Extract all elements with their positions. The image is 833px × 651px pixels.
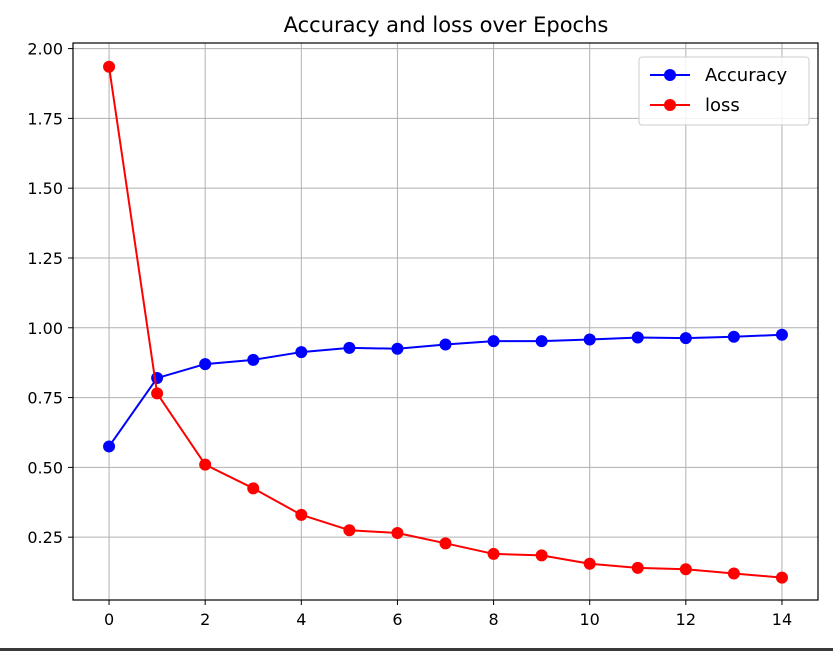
chart-title: Accuracy and loss over Epochs: [284, 13, 609, 37]
legend: Accuracy loss: [638, 56, 810, 126]
data-point-loss: [583, 557, 596, 570]
data-point-loss: [151, 387, 164, 400]
data-point-loss: [199, 458, 212, 471]
data-point-loss: [535, 549, 548, 562]
data-point-accuracy: [583, 333, 596, 346]
data-point-accuracy: [775, 328, 788, 341]
data-point-loss: [775, 571, 788, 584]
y-tick-label: 1.25: [27, 249, 63, 268]
plot-frame: [72, 42, 819, 601]
x-tick-label: 12: [676, 610, 696, 629]
data-point-accuracy: [343, 341, 356, 354]
data-point-accuracy: [439, 338, 452, 351]
data-point-accuracy: [631, 331, 644, 344]
data-point-accuracy: [535, 335, 548, 348]
x-tick-label: 8: [488, 610, 498, 629]
y-tick-label: 1.75: [27, 109, 63, 128]
data-point-accuracy: [727, 330, 740, 343]
axis-ticks: 0 2 4 6 8 10 12 14 0.25 0.50 0.75 1.00 1.25 1.50 1.75 2…: [27, 40, 792, 629]
y-tick-label: 0.75: [27, 389, 63, 408]
data-point-loss: [487, 547, 500, 560]
data-point-loss: [247, 482, 260, 495]
data-point-accuracy: [679, 332, 692, 345]
data-point-loss: [391, 526, 404, 539]
data-point-accuracy: [487, 335, 500, 348]
legend-marker-loss: [664, 99, 676, 111]
y-tick-label: 0.50: [27, 458, 63, 477]
x-tick-label: 4: [296, 610, 306, 629]
data-point-accuracy: [199, 358, 212, 371]
data-point-accuracy: [391, 342, 404, 355]
data-point-accuracy: [247, 353, 260, 366]
data-point-loss: [295, 508, 308, 521]
x-tick-label: 14: [772, 610, 792, 629]
data-point-loss: [103, 60, 116, 73]
data-point-loss: [631, 561, 644, 574]
data-point-accuracy: [151, 372, 164, 385]
series-layer: [103, 60, 788, 584]
data-point-loss: [439, 537, 452, 550]
data-point-loss: [727, 567, 740, 580]
legend-marker-accuracy: [664, 69, 676, 81]
data-point-accuracy: [103, 440, 116, 453]
data-point-loss: [679, 563, 692, 576]
x-tick-label: 0: [104, 610, 114, 629]
data-point-loss: [343, 524, 356, 537]
y-tick-label: 1.00: [27, 319, 63, 338]
x-tick-label: 10: [580, 610, 600, 629]
grid: [73, 43, 818, 600]
legend-label-loss: loss: [705, 95, 740, 116]
bottom-border: [0, 648, 833, 651]
y-tick-label: 0.25: [27, 528, 63, 547]
y-tick-label: 1.50: [27, 179, 63, 198]
data-point-accuracy: [295, 346, 308, 359]
legend-label-accuracy: Accuracy: [705, 65, 788, 86]
x-tick-label: 6: [392, 610, 402, 629]
y-tick-label: 2.00: [27, 40, 63, 59]
x-tick-label: 2: [200, 610, 210, 629]
